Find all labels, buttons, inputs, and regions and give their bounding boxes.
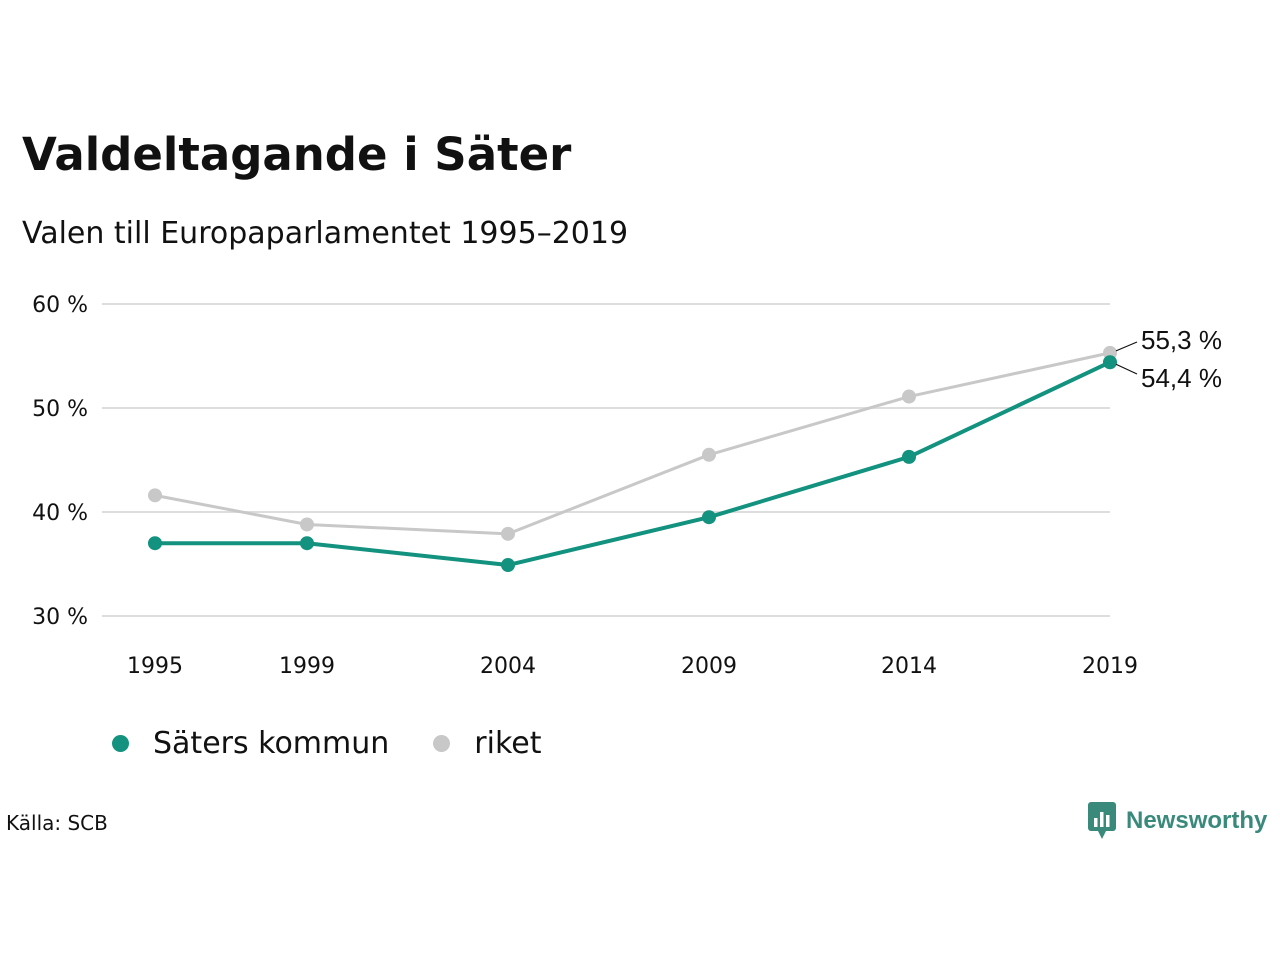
brand-logo: Newsworthy — [1088, 802, 1267, 840]
end-label-riket: 55,3 % — [1141, 325, 1222, 355]
data-point-riket — [902, 389, 916, 404]
data-point-riket — [501, 526, 515, 541]
x-tick-label: 2009 — [681, 654, 737, 679]
end-label-sater: 54,4 % — [1141, 363, 1222, 393]
x-tick-label: 2014 — [881, 654, 937, 679]
legend-marker-riket — [433, 735, 451, 752]
chart-subtitle: Valen till Europaparlamentet 1995–2019 — [22, 216, 629, 251]
end-label-leader-riket — [1115, 341, 1138, 352]
x-tick-label: 1995 — [127, 654, 183, 679]
end-label-leader-sater — [1115, 363, 1138, 375]
data-point-riket — [300, 517, 314, 532]
x-tick-label: 1999 — [279, 654, 335, 679]
y-tick-label: 50 % — [32, 397, 88, 422]
legend-label-riket: riket — [474, 726, 542, 761]
legend-item-sater: Säters kommun — [112, 726, 389, 761]
x-tick-label: 2019 — [1082, 654, 1138, 679]
brand-name: Newsworthy — [1126, 807, 1268, 834]
data-point-saters-kommun — [300, 536, 314, 551]
y-tick-label: 30 % — [32, 605, 88, 630]
y-tick-label: 60 % — [32, 293, 88, 318]
series-line-saters-kommun — [155, 360, 1111, 568]
y-tick-label: 40 % — [32, 501, 88, 526]
x-tick-label: 2004 — [480, 654, 536, 679]
source-note: Källa: SCB — [6, 811, 108, 835]
newsworthy-logo-icon — [1088, 802, 1116, 839]
data-point-saters-kommun — [702, 510, 716, 525]
data-point-saters-kommun — [1103, 355, 1117, 370]
chart-title: Valdeltagande i Säter — [22, 128, 572, 181]
chart-legend: Säters kommun riket — [112, 726, 585, 761]
data-point-saters-kommun — [501, 558, 515, 573]
data-point-saters-kommun — [148, 536, 162, 551]
series-line-riket — [154, 351, 1111, 536]
data-point-saters-kommun — [902, 449, 916, 464]
data-point-riket — [702, 447, 716, 462]
legend-item-riket: riket — [433, 726, 541, 761]
data-point-riket — [148, 488, 162, 503]
legend-marker-sater — [112, 735, 129, 752]
legend-label-sater: Säters kommun — [153, 726, 390, 761]
